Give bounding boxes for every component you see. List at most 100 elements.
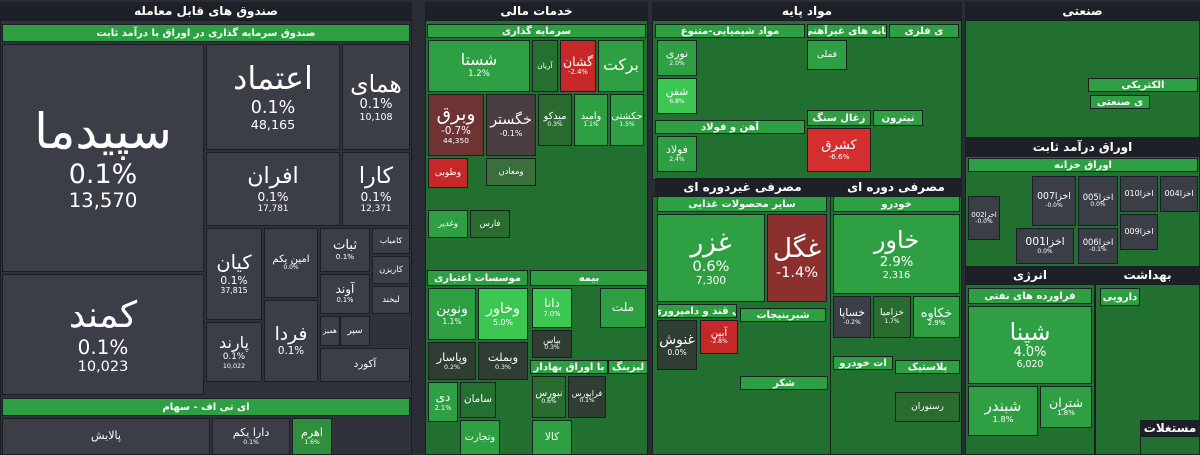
tile-name: غنوش: [659, 331, 695, 348]
tile[interactable]: کشرق -6.6%: [807, 128, 871, 172]
tile-name: کارا: [358, 163, 394, 190]
tile-change: 0.0%: [283, 264, 299, 272]
tile-name: شپنا: [1009, 317, 1051, 346]
tile[interactable]: اخزا004: [1160, 176, 1198, 212]
tile[interactable]: اخزا009: [1120, 214, 1158, 250]
tile[interactable]: آوند 0.1%: [320, 274, 370, 314]
tile[interactable]: غنوش 0.0%: [657, 320, 697, 370]
tile[interactable]: لبخند: [372, 286, 410, 314]
tile[interactable]: آکورد: [320, 348, 410, 382]
tile[interactable]: میدکو 0.3%: [538, 94, 572, 146]
sector-title: صندوق های قابل معامله: [0, 2, 412, 20]
tile[interactable]: افران 0.1% 17,781: [206, 152, 340, 226]
tile-volume: 13,570: [68, 189, 138, 213]
tile[interactable]: ونوین 1.1%: [428, 288, 476, 340]
group-title: شیرینیجات: [740, 308, 826, 322]
tile[interactable]: وامید 1.1%: [574, 94, 608, 146]
tile[interactable]: سپیدما 0.1% 13,570: [2, 44, 204, 272]
tile-volume: 7,300: [695, 275, 727, 288]
tile[interactable]: اهرم 1.6%: [292, 418, 332, 455]
tile[interactable]: وبملت 0.3%: [478, 342, 528, 380]
tile-change: 5.0%: [493, 317, 513, 327]
tile[interactable]: خاور 2.9% 2,316: [833, 214, 960, 294]
tile-name: کشرق: [821, 138, 857, 154]
tile[interactable]: اخزا005 0.0%: [1078, 176, 1118, 226]
tile[interactable]: وتجارت: [460, 420, 500, 455]
tile-name: دی: [435, 390, 451, 405]
tile-change: 1.6%: [304, 439, 320, 447]
tile[interactable]: اعتماد 0.1% 48,165: [206, 44, 340, 150]
tile[interactable]: بپاس 0.3%: [532, 330, 572, 358]
tile[interactable]: نوری 2.0%: [657, 40, 697, 76]
tile[interactable]: خساپا -0.2%: [833, 296, 871, 338]
tile[interactable]: وخاور 5.0%: [478, 288, 528, 340]
group-title: شکر: [740, 376, 828, 390]
tile-volume: 44,350: [442, 136, 470, 146]
tile[interactable]: وطوبی: [428, 158, 468, 188]
tile[interactable]: کمند 0.1% 10,023: [2, 274, 204, 395]
tile[interactable]: کاریزن: [372, 256, 410, 284]
tile[interactable]: شفن 6.8%: [657, 78, 697, 114]
tile[interactable]: همای 0.1% 10,108: [342, 44, 410, 150]
tile[interactable]: فملی: [807, 40, 847, 70]
tile[interactable]: شستا 1.2%: [428, 40, 530, 92]
tile[interactable]: وبرق -0.7% 44,350: [428, 94, 484, 156]
tile[interactable]: پالایش: [2, 418, 210, 455]
tile[interactable]: کارا 0.1% 12,371: [342, 152, 410, 226]
tile[interactable]: کامیاب: [372, 228, 410, 254]
group-title: زغال سنگ: [807, 110, 871, 126]
tile[interactable]: غگل -1.4%: [767, 214, 827, 302]
tile-change: 2.9%: [879, 254, 914, 270]
tile[interactable]: ملت: [600, 288, 646, 328]
tile[interactable]: برکت: [598, 40, 644, 92]
tile-change: 7.0%: [543, 310, 561, 319]
group-title: کانه های غیرآهنی: [807, 24, 887, 38]
tile-change: -6.6%: [828, 152, 850, 162]
tile[interactable]: امین یکم 0.0%: [264, 228, 318, 298]
tile[interactable]: خگستر -0.1%: [486, 94, 536, 156]
tile[interactable]: فردا 0.1%: [264, 300, 318, 382]
tile[interactable]: شبندر 1.8%: [968, 386, 1038, 436]
tile[interactable]: شپنا 4.0% 6,020: [968, 306, 1092, 384]
tile[interactable]: حکشتی 1.5%: [610, 94, 644, 146]
tile[interactable]: پارند 0.1% 10,022: [206, 322, 262, 382]
tile[interactable]: وپاسار 0.2%: [428, 342, 476, 380]
tile[interactable]: سپر: [340, 316, 370, 346]
tile[interactable]: فولاد 2.4%: [657, 136, 697, 172]
tile[interactable]: فرابورس 0.1%: [568, 376, 606, 418]
tile[interactable]: وغدیر: [428, 210, 468, 238]
tile-name: وطوبی: [434, 167, 462, 178]
tile[interactable]: ثبات 0.1%: [320, 228, 370, 272]
group-title: مواد شیمیایی-متنوع: [655, 24, 805, 38]
tile[interactable]: همیز: [320, 316, 340, 346]
tile[interactable]: اخزا007 -0.0%: [1032, 176, 1076, 226]
tile[interactable]: سامان: [460, 382, 496, 418]
tile[interactable]: فارس: [470, 210, 510, 238]
tile-name: کاریزن: [379, 264, 403, 275]
tile[interactable]: اخزا002 -0.0%: [968, 196, 1000, 240]
tile[interactable]: شتران 1.8%: [1040, 386, 1092, 428]
tile[interactable]: کیان 0.1% 37,815: [206, 228, 262, 320]
tile[interactable]: رستوران: [895, 392, 960, 422]
tile[interactable]: ومعادن: [486, 158, 536, 186]
tile[interactable]: دی 2.1%: [428, 382, 458, 422]
tile[interactable]: نبورس 0.6%: [532, 376, 566, 418]
tile[interactable]: آبین -2.8%: [700, 320, 738, 354]
tile-name: آبین: [710, 327, 728, 339]
tile[interactable]: خزامیا 1.7%: [873, 296, 911, 338]
tile[interactable]: غزر 0.6% 7,300: [657, 214, 765, 302]
tile[interactable]: گشان -2.4%: [560, 40, 596, 92]
tile[interactable]: اخزا006 -0.1%: [1078, 228, 1118, 264]
tile[interactable]: اخزا010: [1120, 176, 1158, 212]
tile[interactable]: اخزا001 0.0%: [1016, 228, 1074, 264]
tile[interactable]: دارا یکم 0.1%: [212, 418, 290, 455]
tile[interactable]: کالا: [532, 420, 572, 455]
tile-change: 0.1%: [359, 96, 393, 112]
tile[interactable]: آریان: [532, 40, 558, 92]
tile[interactable]: خکاوه 2.9%: [913, 296, 960, 338]
tile-name: گشان: [562, 53, 594, 69]
tile[interactable]: دانا 7.0%: [532, 288, 572, 328]
tile-name: وغدیر: [438, 218, 458, 229]
tile-volume: 10,023: [77, 358, 129, 375]
tile-change: 0.1%: [77, 334, 129, 359]
